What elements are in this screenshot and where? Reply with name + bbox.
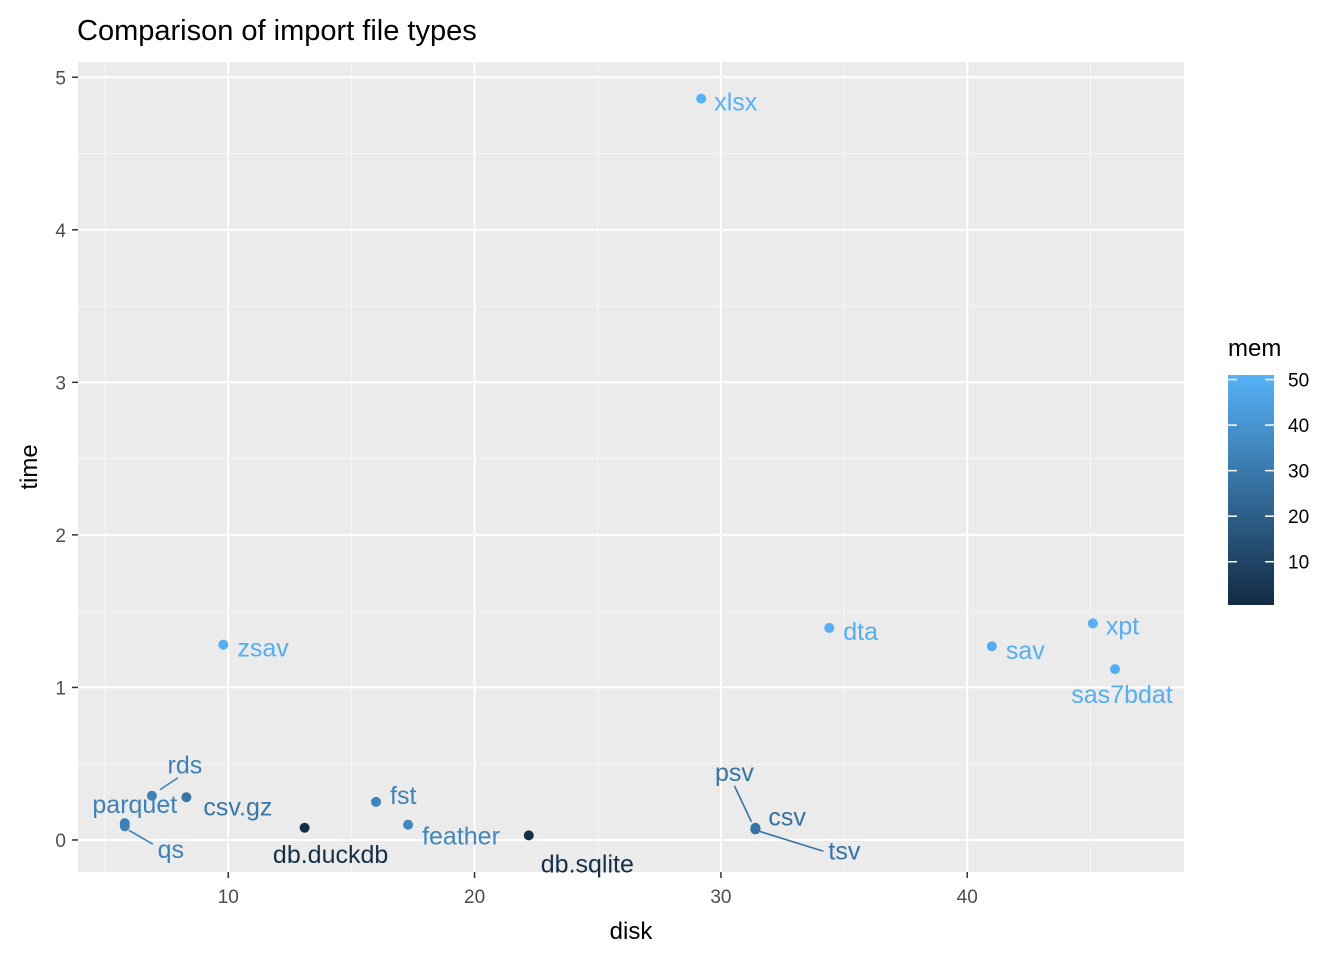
- point-db-sqlite: [523, 830, 534, 841]
- y-axis: 0 1 2 3 4 5: [55, 68, 78, 852]
- label-feather: feather: [422, 823, 500, 851]
- chart-title: Comparison of import file types: [77, 15, 477, 47]
- legend-tick-label: 50: [1288, 371, 1309, 392]
- legend-tick-label: 20: [1288, 507, 1309, 528]
- legend-ticks: 10 20 30 40 50: [1228, 371, 1309, 574]
- x-tick-label: 10: [218, 887, 239, 908]
- label-sav: sav: [1006, 637, 1045, 665]
- y-tick-label: 4: [55, 221, 66, 242]
- label-csv-gz: csv.gz: [203, 793, 272, 821]
- point-csv-gz: [181, 792, 192, 803]
- x-tick-label: 40: [957, 887, 978, 908]
- connector-qs: [128, 829, 154, 845]
- legend-tick-label: 40: [1288, 416, 1309, 437]
- minor-gridlines: [78, 62, 1184, 872]
- label-sas7bdat: sas7bdat: [1071, 681, 1173, 709]
- label-parquet: parquet: [92, 791, 177, 819]
- plot-panel: [78, 62, 1184, 872]
- y-tick-label: 2: [55, 526, 66, 547]
- label-zsav: zsav: [237, 635, 289, 663]
- label-connectors: [128, 777, 824, 853]
- legend-title: mem: [1228, 335, 1281, 362]
- point-qs: [119, 821, 130, 832]
- point-rds: [146, 790, 157, 801]
- label-qs: qs: [158, 836, 184, 864]
- connector-psv: [733, 785, 753, 823]
- point-tsv: [750, 824, 761, 835]
- x-tick-label: 30: [710, 887, 731, 908]
- label-dta: dta: [843, 618, 878, 646]
- point-fst: [371, 796, 382, 807]
- label-xlsx: xlsx: [714, 89, 758, 117]
- point-dta: [824, 622, 835, 633]
- label-fst: fst: [390, 782, 416, 810]
- label-db-duckdb: db.duckdb: [273, 841, 388, 869]
- label-db-sqlite: db.sqlite: [541, 850, 634, 878]
- connector-rds: [159, 777, 179, 791]
- point-sas7bdat: [1110, 664, 1121, 675]
- color-legend: mem 10 20 30 40 50: [1228, 335, 1309, 605]
- label-tsv: tsv: [828, 837, 860, 865]
- point-zsav: [218, 639, 229, 650]
- point-db-duckdb: [299, 822, 310, 833]
- y-tick-label: 5: [55, 68, 66, 89]
- point-xlsx: [696, 93, 707, 104]
- label-xpt: xpt: [1106, 612, 1139, 640]
- label-psv: psv: [715, 759, 754, 787]
- legend-tick-label: 30: [1288, 462, 1309, 483]
- point-xpt: [1087, 618, 1098, 629]
- x-tick-label: 20: [464, 887, 485, 908]
- label-csv: csv: [768, 803, 806, 831]
- data-points: [119, 93, 1121, 841]
- point-sav: [986, 641, 997, 652]
- y-axis-title: time: [16, 444, 43, 489]
- x-axis-title: disk: [610, 918, 654, 945]
- major-gridlines: [78, 62, 1184, 872]
- x-axis: 10 20 30 40: [218, 872, 978, 908]
- y-tick-label: 1: [55, 678, 66, 699]
- legend-tick-label: 10: [1288, 553, 1309, 574]
- y-tick-label: 0: [55, 831, 66, 852]
- point-feather: [403, 819, 414, 830]
- legend-colorbar: [1228, 375, 1274, 605]
- y-tick-label: 3: [55, 373, 66, 394]
- connector-tsv: [759, 830, 824, 853]
- label-rds: rds: [168, 752, 203, 780]
